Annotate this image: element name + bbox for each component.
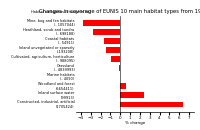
Title: Changes in coverage of EUNIS 10 main habitat types from 1990 to 2000: Changes in coverage of EUNIS 10 main hab… xyxy=(39,9,200,14)
Bar xyxy=(120,83,126,89)
Bar xyxy=(111,56,120,62)
Bar xyxy=(104,38,120,44)
Bar xyxy=(93,29,120,35)
Bar xyxy=(83,20,120,26)
Bar xyxy=(120,102,183,107)
Text: Habitat categories (change in ha): Habitat categories (change in ha) xyxy=(31,10,91,14)
Bar xyxy=(120,92,144,98)
Bar xyxy=(119,65,120,71)
X-axis label: % change: % change xyxy=(125,121,145,125)
Bar xyxy=(106,47,120,53)
